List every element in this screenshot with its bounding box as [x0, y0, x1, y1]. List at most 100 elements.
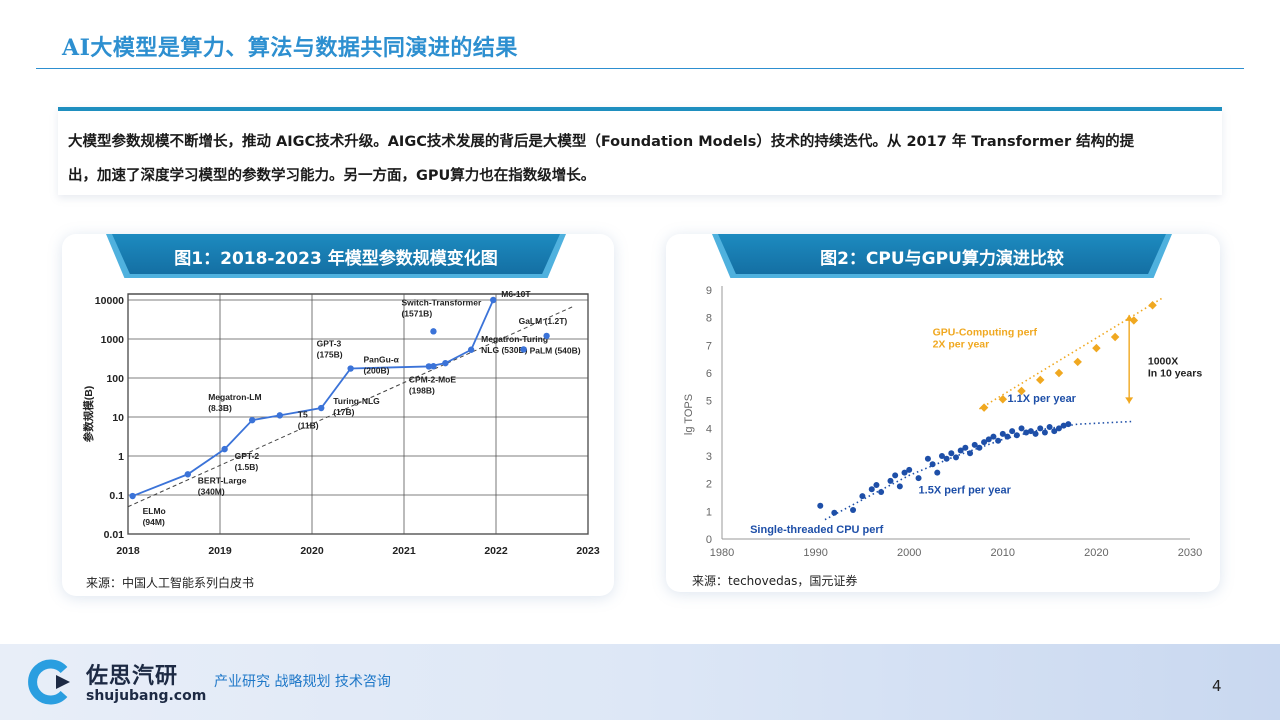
- model-point: [318, 404, 325, 412]
- y-tick-label: 0.1: [109, 490, 124, 502]
- footer: 佐思汽研 shujubang.com 产业研究 战略规划 技术咨询 4: [0, 644, 1280, 720]
- cpu-point: [948, 450, 955, 457]
- x-tick-label: 2010: [991, 547, 1015, 559]
- cpu-point: [906, 466, 913, 473]
- model-label: GPT-2 (1.5B): [235, 451, 260, 472]
- y-tick-label: 2: [706, 479, 712, 491]
- chart-annotation: 2X per year: [933, 338, 990, 350]
- chart-annotation: 1000X: [1148, 356, 1178, 368]
- x-tick-label: 2019: [208, 545, 232, 554]
- model-point: [490, 296, 497, 304]
- model-point: [425, 363, 433, 370]
- cpu-point: [1018, 425, 1025, 432]
- brand-slogan: 产业研究 战略规划 技术咨询: [214, 674, 391, 690]
- figure2-banner: 图2：CPU与GPU算力演进比较: [712, 234, 1172, 278]
- cpu-point: [1037, 425, 1044, 432]
- cpu-point: [915, 475, 922, 482]
- model-point-extra: [430, 363, 437, 370]
- model-point: [347, 365, 354, 372]
- figure1-title: 图1：2018-2023 年模型参数规模变化图: [174, 248, 498, 269]
- y-axis-label: lg TOPS: [683, 394, 695, 435]
- cpu-point: [868, 486, 875, 493]
- cpu-point: [929, 461, 936, 468]
- plot-area: [127, 293, 589, 535]
- x-tick-label: 2000: [897, 547, 921, 559]
- cpu-point: [981, 439, 988, 446]
- model-params-chart: 2018 2019 2020 2021 2022 2023 0.01 0.1 1 10 100 100…: [82, 289, 600, 554]
- y-tick-label: 6: [706, 368, 712, 380]
- cpu-point: [943, 455, 950, 462]
- cpu-point: [887, 477, 894, 484]
- gpu-point: [1148, 300, 1157, 310]
- y-tick-label: 1: [706, 506, 712, 518]
- cpu-point: [1004, 433, 1011, 440]
- y-tick-label: 10: [112, 412, 124, 424]
- cpu-point: [850, 506, 857, 513]
- model-point-extra: [543, 332, 550, 340]
- gpu-point: [998, 395, 1008, 404]
- model-label: Megatron-Turing NLG (530B): [481, 334, 548, 355]
- model-label-extra: PanGu-α (200B): [363, 354, 399, 375]
- cpu-trend-line: [824, 420, 1134, 521]
- model-point: [184, 471, 191, 478]
- y-tick-label: 10000: [95, 295, 124, 307]
- cpu-point: [1041, 429, 1048, 436]
- model-point: [221, 445, 228, 453]
- y-tick-label: 8: [706, 313, 712, 325]
- y-tick-label: 4: [706, 423, 712, 435]
- cpu-gpu-chart: 0 1 2 3 4 5 6 7 8 9 1980 1990 2000 2010 2020 2030 lg TOP…: [683, 285, 1202, 559]
- x-tick-label: 1990: [803, 547, 827, 559]
- cpu-point: [1046, 423, 1053, 430]
- cpu-point: [1065, 421, 1072, 428]
- intro-line-2: 出，加速了深度学习模型的参数学习能力。另一方面，GPU算力也在指数级增长。: [68, 168, 596, 184]
- model-point: [249, 416, 256, 424]
- model-label-extra: Switch-Transformer (1571B): [401, 297, 482, 318]
- y-tick-label: 3: [706, 451, 712, 463]
- chart-annotation: 1.1X per year: [1007, 393, 1076, 405]
- x-tick-label: 2020: [300, 545, 324, 554]
- model-label: CPM-2-MoE (198B): [409, 374, 457, 395]
- cpu-point: [901, 469, 908, 476]
- y-tick-label: 1000: [101, 334, 125, 346]
- y-axis-label: 参数规模(B): [82, 386, 95, 443]
- gpu-point: [979, 403, 989, 412]
- cpu-point: [1009, 428, 1016, 435]
- cpu-point: [1051, 428, 1058, 435]
- cpu-point: [924, 455, 931, 462]
- model-label: T5 (11B): [298, 409, 319, 430]
- model-label: M6-10T: [501, 289, 531, 299]
- model-label: Turing-NLG (17B): [333, 396, 380, 417]
- model-point: [467, 346, 475, 353]
- model-label: ELMo (94M): [143, 506, 166, 527]
- cpu-point: [1032, 430, 1039, 437]
- cpu-point: [859, 493, 866, 500]
- trend-line: [127, 305, 575, 508]
- gpu-point: [1092, 343, 1101, 353]
- figure2-source: 来源：techovedas，国元证券: [692, 574, 858, 588]
- cpu-point: [896, 483, 903, 490]
- model-point-extra: [430, 328, 437, 335]
- y-tick-label: 1: [118, 451, 124, 463]
- y-tick-label: 7: [706, 340, 712, 352]
- cpu-point: [962, 444, 969, 451]
- x-tick-label: 2023: [576, 545, 600, 554]
- cpu-point: [878, 488, 885, 495]
- figure1-panel: 图1：2018-2023 年模型参数规模变化图 2018 2019 2020 2021…: [62, 234, 614, 596]
- page-number: 4: [1212, 677, 1222, 695]
- brand-url: shujubang.com: [86, 688, 207, 704]
- model-point: [129, 492, 136, 500]
- y-tick-label: 0: [706, 534, 712, 546]
- figure2-title: 图2：CPU与GPU算力演进比较: [820, 248, 1064, 269]
- model-label: BERT-Large (340M): [198, 475, 247, 496]
- chart-annotation: GPU-Computing perf: [933, 327, 1038, 339]
- cpu-point: [934, 469, 941, 476]
- cpu-point: [1013, 432, 1020, 439]
- intro-line-1: 大模型参数规模不断增长，推动 AIGC技术升级。AIGC技术发展的背后是大模型（…: [68, 134, 1135, 150]
- cpu-point: [873, 482, 880, 489]
- x-tick-label: 2018: [116, 545, 140, 554]
- chart-annotation: Single-threaded CPU perf: [750, 524, 884, 536]
- range-arrow-head-up: [1125, 314, 1134, 321]
- cpu-point: [1060, 422, 1067, 429]
- cpu-point: [1027, 428, 1034, 435]
